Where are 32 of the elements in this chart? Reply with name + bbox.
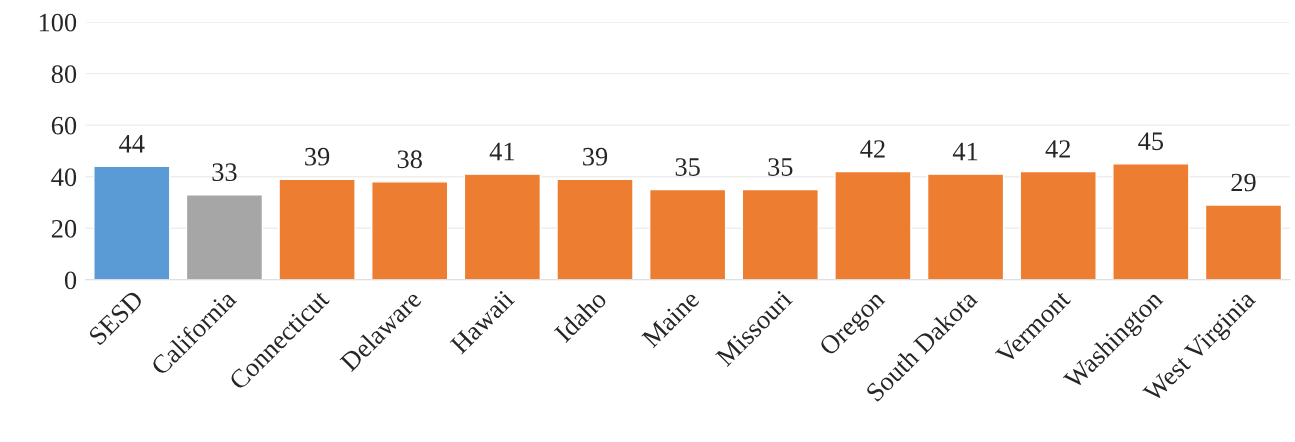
- bar: [93, 165, 171, 280]
- data-label: 42: [860, 140, 885, 158]
- bar: [463, 173, 542, 280]
- y-tick-label: 80: [51, 65, 77, 84]
- bar: [741, 188, 819, 280]
- data-label: 41: [489, 142, 514, 161]
- data-label: 35: [675, 158, 700, 176]
- bar: [278, 178, 356, 280]
- bar: [1112, 163, 1190, 280]
- bar: [556, 178, 634, 280]
- bar: [1019, 170, 1097, 280]
- data-label: 45: [1138, 132, 1164, 151]
- data-label: 39: [305, 147, 330, 166]
- data-label: 39: [583, 147, 608, 166]
- data-label: 33: [212, 163, 237, 182]
- bar: [926, 173, 1005, 280]
- data-label: 44: [119, 135, 145, 153]
- data-label: 29: [1231, 173, 1256, 192]
- y-tick-label: 100: [39, 13, 77, 32]
- bar: [834, 170, 912, 280]
- data-label: 41: [952, 142, 978, 161]
- y-tick-label: 0: [64, 271, 77, 290]
- y-tick-label: 20: [51, 219, 77, 238]
- bar: [1204, 204, 1283, 280]
- data-label: 42: [1045, 140, 1070, 158]
- bar: [371, 181, 449, 280]
- bar: [185, 194, 264, 280]
- y-tick-label: 60: [51, 116, 77, 135]
- bar: [648, 188, 727, 280]
- data-label: 38: [397, 150, 422, 169]
- data-label: 35: [768, 158, 793, 176]
- y-tick-label: 40: [51, 168, 77, 187]
